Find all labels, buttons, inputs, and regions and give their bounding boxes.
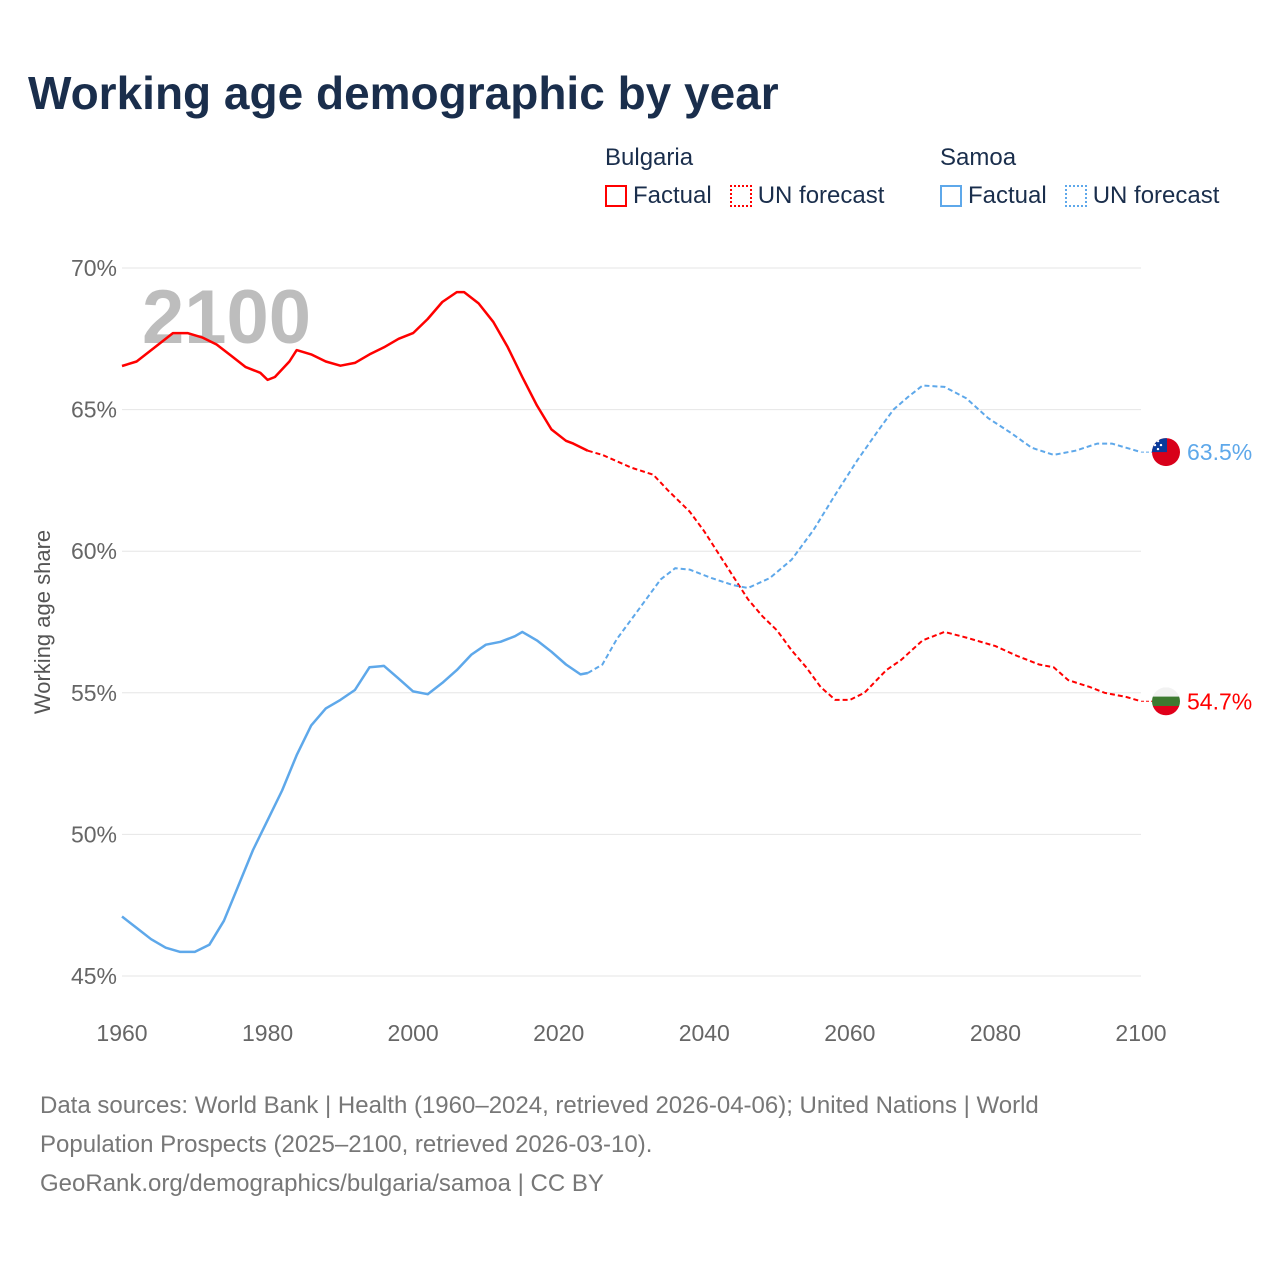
source-line-1: Data sources: World Bank | Health (1960–… bbox=[40, 1092, 1039, 1119]
bulgaria-flag-icon bbox=[1152, 687, 1180, 716]
y-tick-label: 45% bbox=[71, 963, 117, 989]
legend-label: Factual bbox=[633, 182, 712, 209]
legend-swatch-dotted bbox=[729, 185, 752, 207]
samoa-factual-line bbox=[121, 630, 589, 954]
year-watermark: 2100 bbox=[142, 275, 311, 360]
legend-bulgaria: Bulgaria Factual UN forecast bbox=[605, 144, 884, 210]
y-axis-label: Working age share bbox=[30, 530, 55, 714]
x-tick-label: 2020 bbox=[533, 1020, 584, 1046]
x-tick-label: 2060 bbox=[824, 1020, 875, 1046]
footer: Data sources: World Bank | Health (1960–… bbox=[40, 1086, 1200, 1203]
y-tick-label: 55% bbox=[71, 680, 117, 706]
x-tick-label: 2080 bbox=[970, 1020, 1021, 1046]
chart-title: Working age demographic by year bbox=[28, 67, 779, 119]
x-tick-label: 1980 bbox=[242, 1020, 293, 1046]
y-tick-label: 65% bbox=[71, 397, 117, 423]
legend-item-factual[interactable]: Factual bbox=[940, 182, 1047, 210]
legend-country: Samoa bbox=[940, 144, 1017, 171]
legend-label: UN forecast bbox=[757, 182, 885, 209]
samoa-forecast-line bbox=[587, 384, 1142, 674]
legend-item-forecast[interactable]: UN forecast bbox=[1064, 182, 1220, 210]
legend-samoa: Samoa Factual UN forecast bbox=[940, 144, 1219, 210]
bulgaria-forecast-line bbox=[587, 449, 1142, 703]
legend-label: Factual bbox=[968, 182, 1047, 209]
legend-swatch-solid bbox=[605, 185, 627, 207]
legend-label: UN forecast bbox=[1092, 182, 1220, 209]
samoa-flag-icon bbox=[1152, 438, 1180, 467]
legend-item-factual[interactable]: Factual bbox=[605, 182, 712, 210]
samoa-end-label: 63.5% bbox=[1187, 439, 1252, 465]
bulgaria-end-label: 54.7% bbox=[1187, 688, 1252, 714]
y-tick-label: 50% bbox=[71, 821, 117, 847]
x-tick-label: 2000 bbox=[388, 1020, 439, 1046]
x-tick-label: 2100 bbox=[1115, 1020, 1166, 1046]
source-line-2: Population Prospects (2025–2100, retriev… bbox=[40, 1131, 653, 1158]
source-link[interactable]: GeoRank.org/demographics/bulgaria/samoa … bbox=[40, 1170, 604, 1197]
bulgaria-factual-line bbox=[121, 290, 589, 452]
y-tick-label: 70% bbox=[71, 255, 117, 281]
legend-item-forecast[interactable]: UN forecast bbox=[729, 182, 885, 210]
x-tick-label: 2040 bbox=[679, 1020, 730, 1046]
legend-swatch-solid bbox=[940, 185, 962, 207]
y-tick-label: 60% bbox=[71, 538, 117, 564]
legend-country: Bulgaria bbox=[605, 144, 694, 171]
legend-swatch-dotted bbox=[1064, 185, 1087, 207]
x-tick-label: 1960 bbox=[96, 1020, 147, 1046]
